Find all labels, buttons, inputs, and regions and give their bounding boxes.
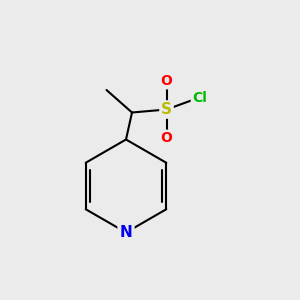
Text: Cl: Cl: [192, 91, 207, 104]
Text: O: O: [160, 131, 172, 145]
Text: N: N: [120, 225, 132, 240]
Text: O: O: [160, 74, 172, 88]
Text: S: S: [161, 102, 172, 117]
